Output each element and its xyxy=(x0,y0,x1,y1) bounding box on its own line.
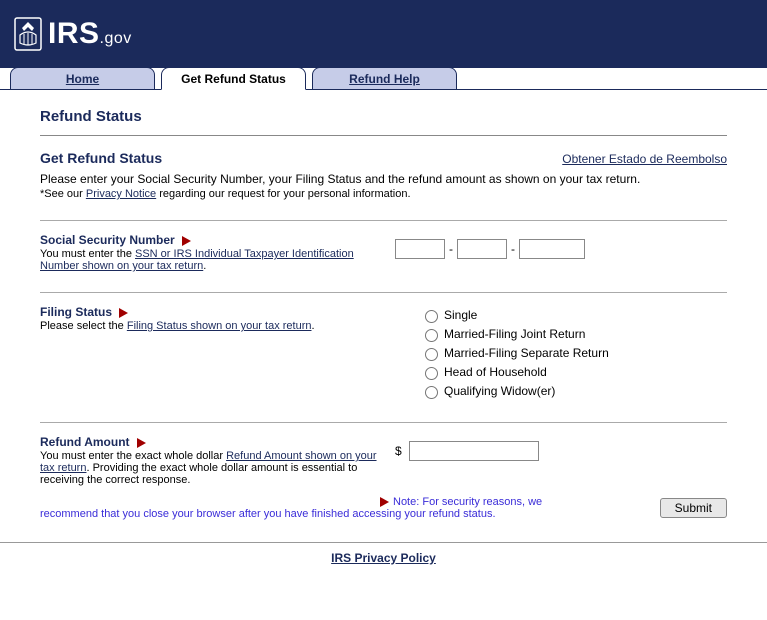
tab-get-refund-status[interactable]: Get Refund Status xyxy=(161,67,306,90)
brand-suffix: .gov xyxy=(100,30,132,47)
filing-option-single[interactable]: Single xyxy=(420,307,727,323)
filing-desc-prefix: Please select the xyxy=(40,320,127,332)
note-prefix: Note: xyxy=(393,496,422,508)
filing-radio-head[interactable] xyxy=(425,367,438,380)
refund-amount-input[interactable] xyxy=(409,441,539,461)
filing-desc: Please select the Filing Status shown on… xyxy=(40,320,408,332)
ssn-part1-input[interactable] xyxy=(395,239,445,259)
filing-help-link[interactable]: Filing Status shown on your tax return xyxy=(127,320,312,332)
intro2-suffix: regarding our request for your personal … xyxy=(156,188,410,200)
filing-label: Filing Status xyxy=(40,305,112,319)
refund-label: Refund Amount xyxy=(40,435,130,449)
currency-symbol: $ xyxy=(395,444,402,458)
filing-radio-married-sep[interactable] xyxy=(425,348,438,361)
filing-option-head[interactable]: Head of Household xyxy=(420,364,727,380)
site-header: IRS.gov xyxy=(0,0,767,68)
spanish-link[interactable]: Obtener Estado de Reembolso xyxy=(562,152,727,166)
filing-desc-suffix: . xyxy=(312,320,315,332)
required-arrow-icon xyxy=(119,308,128,318)
required-arrow-icon xyxy=(182,236,191,246)
divider xyxy=(40,292,727,293)
required-arrow-icon xyxy=(137,438,146,448)
privacy-notice-link[interactable]: Privacy Notice xyxy=(86,188,156,200)
filing-section: Filing Status Please select the Filing S… xyxy=(40,305,727,402)
intro2-prefix: *See our xyxy=(40,188,86,200)
filing-option-label: Single xyxy=(444,308,477,322)
brand-text: IRS.gov xyxy=(48,17,132,51)
security-note: Note: For security reasons, we recommend… xyxy=(40,496,580,520)
ssn-desc: You must enter the SSN or IRS Individual… xyxy=(40,248,383,272)
filing-option-label: Married-Filing Joint Return xyxy=(444,327,585,341)
ssn-input-group: - - xyxy=(395,239,727,259)
refund-desc-suffix: . Providing the exact whole dollar amoun… xyxy=(40,462,357,486)
note-text: For security reasons, we recommend that … xyxy=(40,496,542,520)
filing-option-label: Qualifying Widow(er) xyxy=(444,384,555,398)
filing-radio-married-joint[interactable] xyxy=(425,329,438,342)
divider xyxy=(40,422,727,423)
ssn-part3-input[interactable] xyxy=(519,239,585,259)
section-heading-row: Get Refund Status Obtener Estado de Reem… xyxy=(40,150,727,166)
note-row: Note: For security reasons, we recommend… xyxy=(40,496,727,520)
ssn-section: Social Security Number You must enter th… xyxy=(40,233,727,272)
divider xyxy=(40,135,727,136)
intro2-text: *See our Privacy Notice regarding our re… xyxy=(40,188,727,200)
main-nav: Home Get Refund Status Refund Help xyxy=(0,68,767,90)
section-heading: Get Refund Status xyxy=(40,150,162,166)
site-logo: IRS.gov xyxy=(14,17,132,51)
submit-button[interactable]: Submit xyxy=(660,498,727,518)
filing-radio-widow[interactable] xyxy=(425,386,438,399)
refund-desc: You must enter the exact whole dollar Re… xyxy=(40,450,383,486)
filing-radio-group: Single Married-Filing Joint Return Marri… xyxy=(420,307,727,399)
brand-main: IRS xyxy=(48,17,100,50)
ssn-part2-input[interactable] xyxy=(457,239,507,259)
tab-home[interactable]: Home xyxy=(10,67,155,90)
filing-option-label: Married-Filing Separate Return xyxy=(444,346,609,360)
tab-refund-help[interactable]: Refund Help xyxy=(312,67,457,90)
filing-option-married-sep[interactable]: Married-Filing Separate Return xyxy=(420,345,727,361)
page-title: Refund Status xyxy=(40,108,727,125)
ssn-dash: - xyxy=(449,242,453,256)
intro-text: Please enter your Social Security Number… xyxy=(40,172,727,186)
filing-option-label: Head of Household xyxy=(444,365,547,379)
ssn-label: Social Security Number xyxy=(40,233,175,247)
ssn-dash: - xyxy=(511,242,515,256)
filing-option-widow[interactable]: Qualifying Widow(er) xyxy=(420,383,727,399)
ssn-desc-suffix: . xyxy=(203,260,206,272)
irs-eagle-icon xyxy=(14,17,42,51)
footer: IRS Privacy Policy xyxy=(0,542,767,585)
filing-radio-single[interactable] xyxy=(425,310,438,323)
refund-section: Refund Amount You must enter the exact w… xyxy=(40,435,727,486)
divider xyxy=(40,220,727,221)
filing-option-married-joint[interactable]: Married-Filing Joint Return xyxy=(420,326,727,342)
main-content: Refund Status Get Refund Status Obtener … xyxy=(0,90,767,530)
footer-privacy-link[interactable]: IRS Privacy Policy xyxy=(331,551,436,565)
ssn-desc-prefix: You must enter the xyxy=(40,248,135,260)
note-arrow-icon xyxy=(380,497,389,507)
refund-desc-prefix: You must enter the exact whole dollar xyxy=(40,450,226,462)
